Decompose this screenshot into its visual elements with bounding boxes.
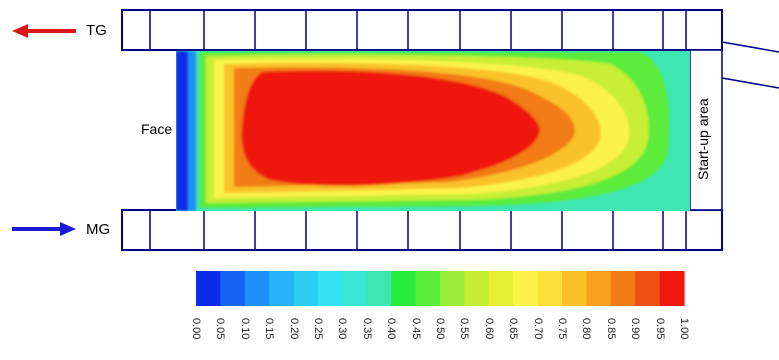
bottom-frame-dividers (149, 210, 687, 250)
colorbar-tick-label: 0.05 (214, 318, 227, 340)
colorbar-tick-label: 0.55 (458, 318, 471, 340)
colorbar-tick-label: 0.75 (556, 318, 568, 340)
colorbar-tick-label: 0.20 (287, 318, 300, 340)
colorbar-swatch (415, 271, 441, 306)
colorbar-swatch (562, 271, 587, 306)
colorbar-swatch (318, 271, 343, 306)
colorbar-tick-label: 0.35 (360, 318, 373, 340)
top-frame-dividers (149, 10, 687, 50)
colorbar-swatch (244, 271, 270, 306)
mg-label: MG (86, 221, 111, 238)
colorbar-tick-label: 0.15 (263, 318, 276, 340)
inclined-roadway (721, 41, 779, 89)
colorbar-tick-label: 0.40 (385, 318, 398, 340)
colorbar-swatch (488, 271, 514, 306)
colorbar-swatch (342, 271, 368, 306)
colorbar-swatch (464, 271, 490, 306)
colorbar-swatch (220, 271, 246, 306)
colorbar-swatch (537, 271, 563, 306)
top-frame (121, 9, 723, 51)
contour-level-095 (241, 70, 540, 186)
colorbar-swatch (293, 271, 319, 306)
colorbar-swatch (196, 271, 221, 306)
colorbar-swatch (635, 271, 661, 306)
face-label: Face (141, 121, 173, 137)
colorbar-swatch (269, 271, 295, 306)
colorbar-tick-label: 0.65 (507, 318, 520, 340)
colorbar-tick-label: 0.00 (190, 318, 202, 340)
colorbar-tick-label: 1.00 (678, 318, 690, 340)
colorbar-tick-label: 0.70 (531, 318, 544, 340)
startup-area-label: Start-up area (695, 98, 711, 180)
colorbar-tick-label: 0.85 (604, 318, 617, 340)
colorbar-swatch (586, 271, 612, 306)
colorbar-swatch (391, 271, 417, 306)
colorbar-tick-label: 0.90 (629, 318, 642, 340)
colorbar-tick-label: 0.30 (336, 318, 349, 340)
colorbar (196, 271, 685, 306)
mg-arrow (12, 222, 76, 236)
bottom-frame (121, 209, 723, 251)
tg-arrow (12, 24, 76, 38)
tailgate-roadway (121, 9, 723, 51)
colorbar-swatch (513, 271, 539, 306)
maingate-roadway (121, 209, 723, 251)
colorbar-swatch (366, 271, 392, 306)
colorbar-tick-label: 0.25 (312, 318, 324, 340)
tg-label: TG (86, 22, 107, 39)
colorbar-swatch (659, 271, 685, 306)
colorbar-tick-label: 0.50 (434, 318, 446, 340)
colorbar-tick-label: 0.10 (238, 318, 251, 340)
colorbar-tick-label: 0.95 (653, 318, 666, 340)
colorbar-tick-label: 0.45 (409, 318, 422, 340)
colorbar-tick-label: 0.60 (482, 318, 495, 340)
colorbar-tick-label: 0.80 (580, 318, 593, 340)
contour-field (176, 51, 690, 211)
colorbar-swatch (610, 271, 636, 306)
startup-area-box (689, 49, 723, 211)
colorbar-swatch (440, 271, 465, 306)
